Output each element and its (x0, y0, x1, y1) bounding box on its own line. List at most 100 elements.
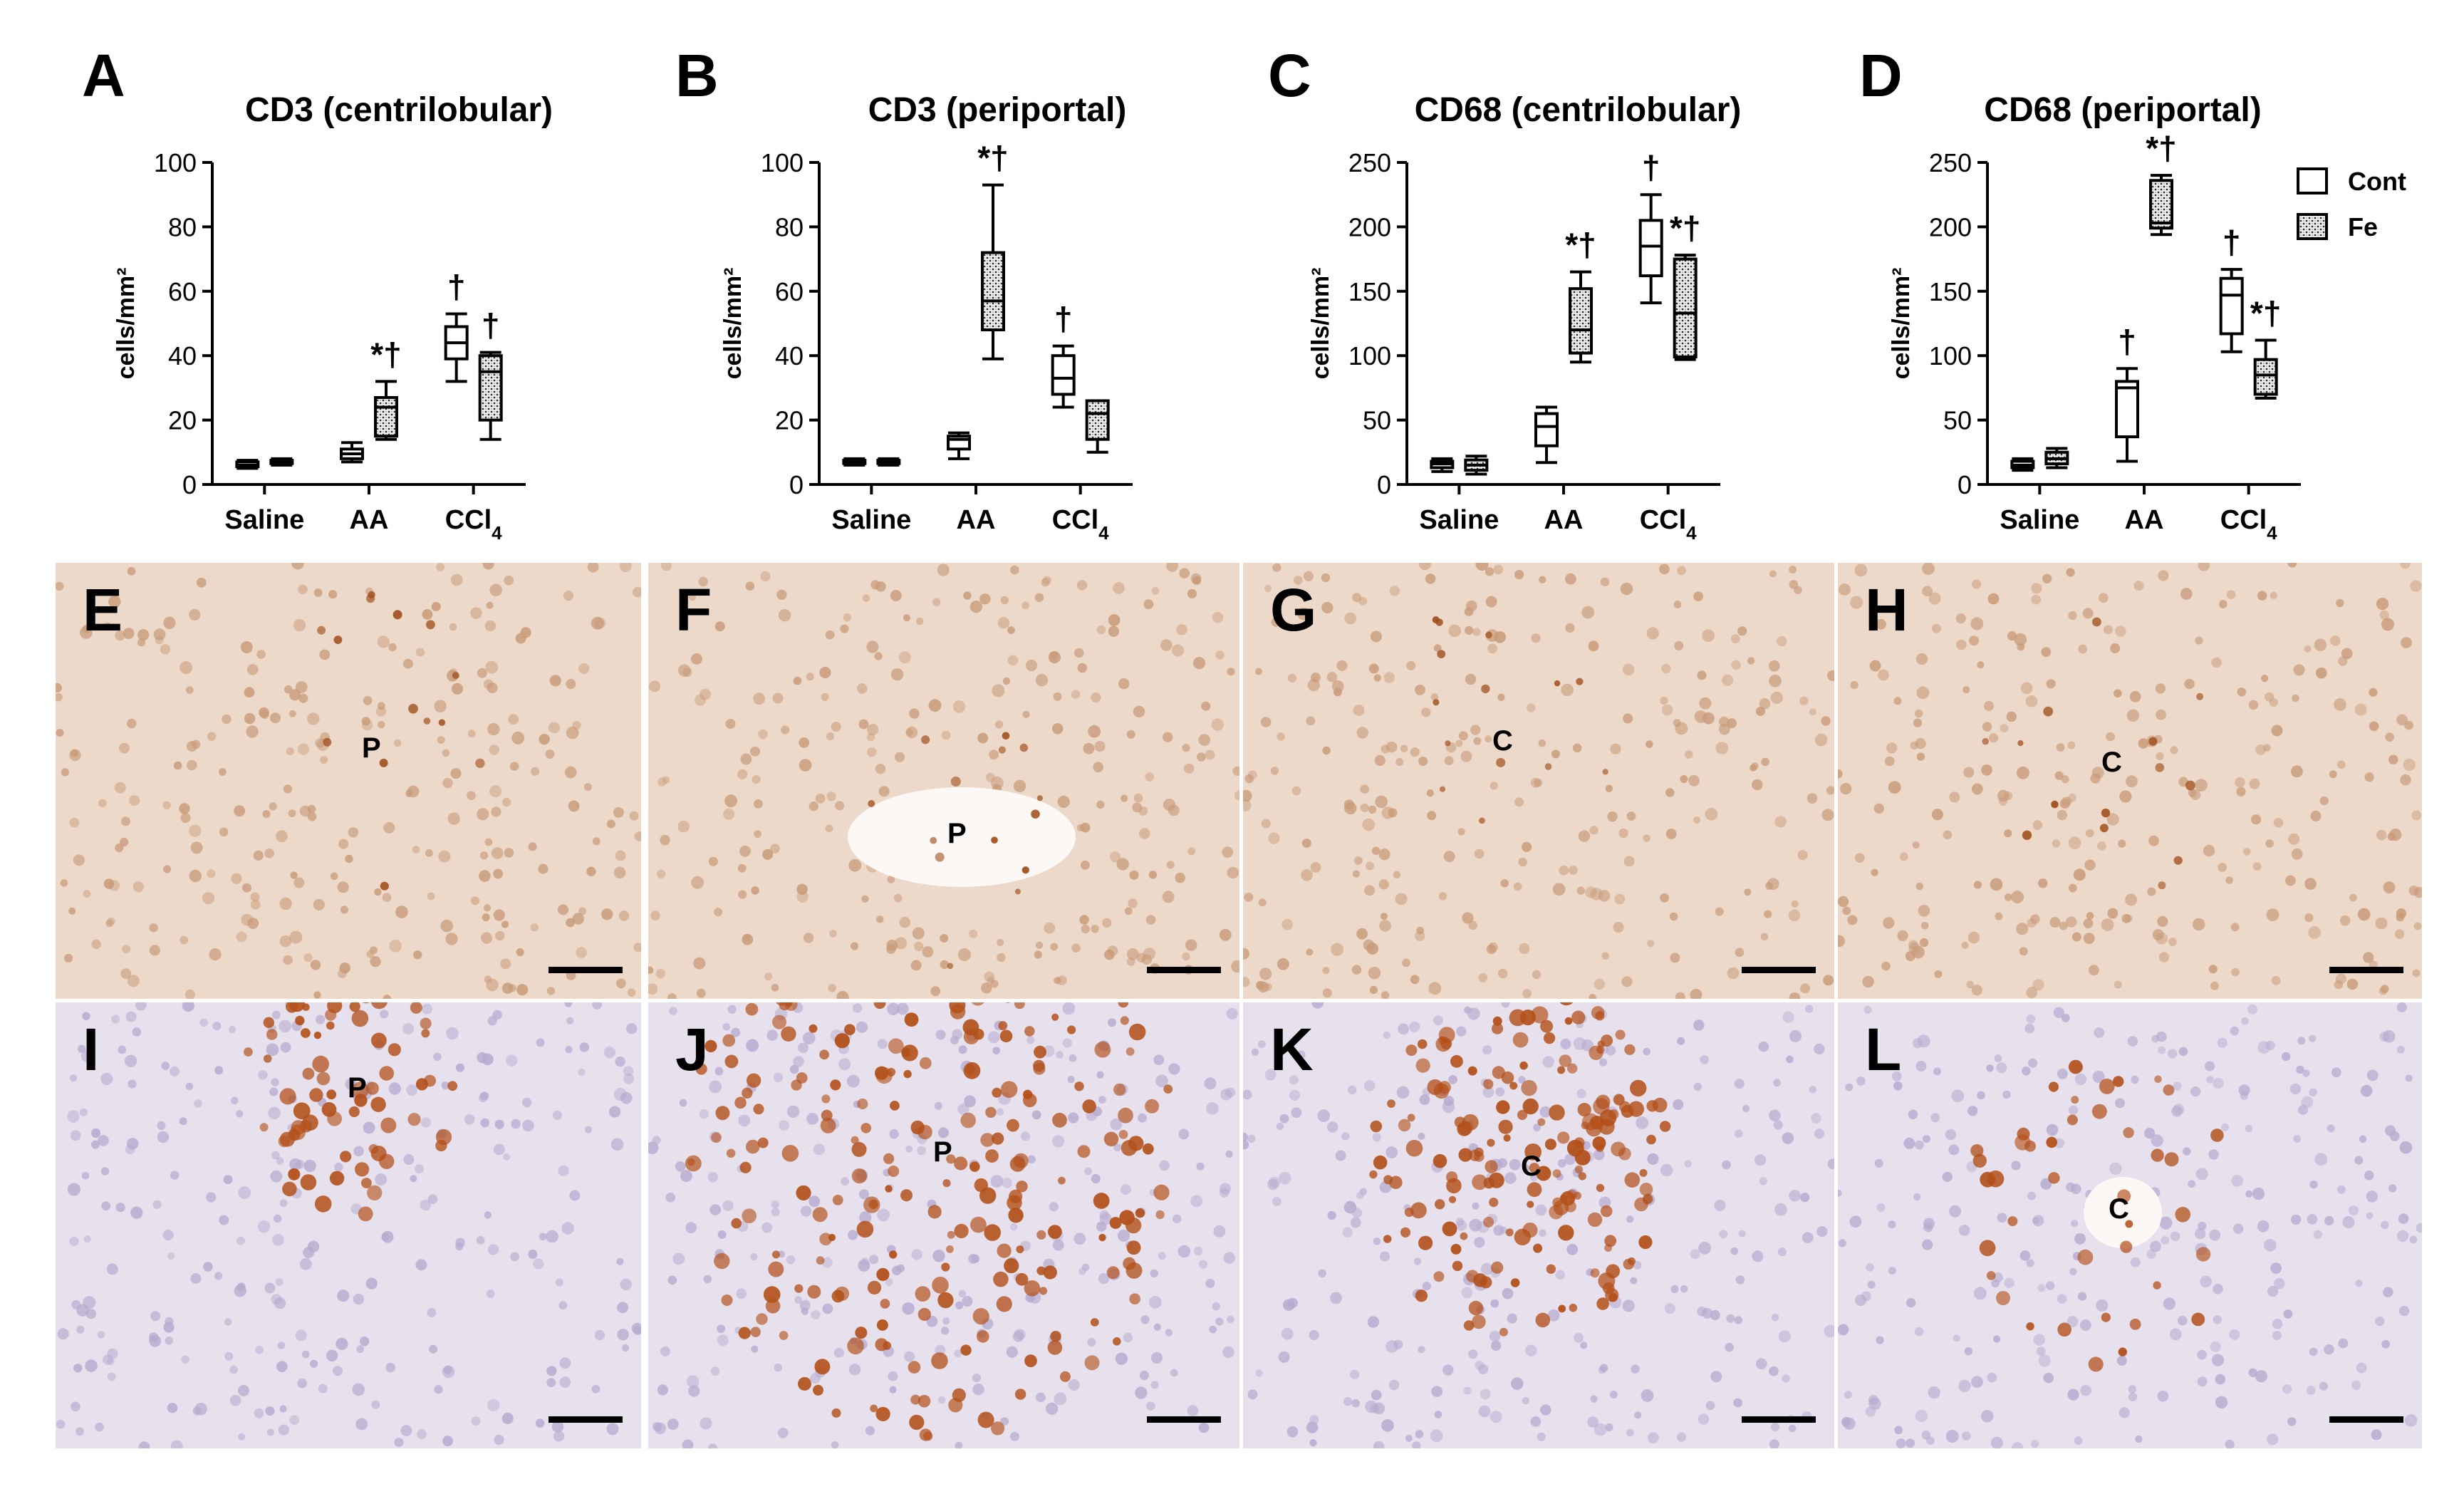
tissue-texture (1838, 563, 2422, 998)
scale-bar (1742, 967, 1816, 973)
y-tick-label: 150 (1929, 277, 1972, 306)
x-tick-label: Saline (224, 505, 304, 535)
y-tick-label: 40 (775, 341, 804, 370)
y-tick-label: 40 (168, 341, 197, 370)
tissue-texture (1243, 1002, 1834, 1448)
scale-bar (549, 967, 623, 973)
significance-marker: *† (370, 336, 401, 373)
micrograph-panel-letter: I (83, 1016, 100, 1083)
x-tick-label: Saline (831, 505, 911, 535)
y-tick-label: 100 (154, 148, 197, 177)
chart-panels: A CD3 (centrilobular) 0 20 40 60 80 100 cells/mm… (82, 42, 2301, 544)
x-tick-label: Saline (2000, 505, 2079, 535)
y-axis-label: cells/mm² (719, 268, 747, 380)
significance-marker: *† (1670, 209, 1700, 247)
micrograph-panel-letter: H (1865, 576, 1908, 643)
chart-panel-d: D CD68 (periportal) 0 50 100 150 200 250 cells/m… (1859, 42, 2301, 544)
x-tick-label: AA (2125, 505, 2164, 535)
box-fe (1673, 257, 1698, 359)
y-tick-label: 100 (1348, 341, 1391, 370)
vessel-region-label: C (1521, 1151, 1542, 1182)
box-fe (2149, 179, 2173, 230)
box-cont (1638, 219, 1663, 278)
scale-bar (2329, 1416, 2403, 1423)
y-tick-label: 150 (1348, 277, 1391, 306)
micrograph-panel-letter: E (83, 576, 123, 643)
vessel-region-label: P (933, 1136, 952, 1168)
y-tick-label: 250 (1348, 148, 1391, 177)
significance-marker: † (482, 307, 500, 344)
x-tick-label: CCl4 (2220, 505, 2277, 544)
chart-panel-b: B CD3 (periportal) 0 20 40 60 80 100 cells/mm² Sa… (675, 42, 1133, 544)
y-tick-label: 50 (1943, 406, 1972, 435)
chart-title: CD3 (centrilobular) (245, 91, 553, 129)
x-tick-label: Saline (1419, 505, 1499, 535)
y-tick-label: 0 (182, 470, 197, 499)
y-tick-label: 80 (775, 212, 804, 242)
y-tick-label: 0 (1377, 470, 1391, 499)
tissue-texture (648, 563, 1239, 999)
chart-legend: Cont Fe (2297, 167, 2406, 242)
y-tick-label: 80 (168, 212, 197, 242)
significance-marker: *† (977, 140, 1008, 177)
panel-letter: D (1859, 42, 1903, 109)
vessel-region-label: P (348, 1072, 367, 1104)
tissue-texture (56, 563, 641, 999)
vessel-region-label: C (2109, 1193, 2129, 1225)
y-tick-label: 20 (775, 406, 804, 435)
tissue-texture (1838, 1002, 2422, 1448)
scale-bar (1147, 1416, 1221, 1423)
x-tick-label: CCl4 (1640, 505, 1697, 544)
y-tick-label: 0 (789, 470, 804, 499)
tissue-texture (648, 1002, 1238, 1448)
y-tick-label: 250 (1929, 148, 1972, 177)
x-tick-label: CCl4 (445, 505, 502, 544)
box-fe (981, 251, 1005, 332)
y-axis-label: cells/mm² (1888, 268, 1915, 380)
x-tick-label: AA (957, 505, 996, 535)
scale-bar (549, 1416, 623, 1423)
x-tick-label: CCl4 (1052, 505, 1109, 544)
panel-letter: C (1268, 42, 1311, 109)
micrograph-panel-letter: G (1270, 576, 1317, 643)
y-tick-label: 200 (1348, 212, 1391, 242)
y-tick-label: 100 (1929, 341, 1972, 370)
micrograph-panel-letter: L (1865, 1016, 1902, 1083)
y-tick-label: 50 (1363, 406, 1391, 435)
x-tick-label: AA (350, 505, 389, 535)
tissue-texture (1243, 563, 1834, 999)
legend-label-fe: Fe (2348, 212, 2378, 242)
scale-bar (1742, 1416, 1816, 1423)
x-tick-label: AA (1544, 505, 1584, 535)
vessel-region-label: C (1492, 725, 1513, 757)
y-tick-label: 60 (168, 277, 197, 306)
box-cont (1534, 412, 1559, 447)
significance-marker: † (447, 268, 466, 305)
significance-marker: *† (2250, 295, 2281, 332)
legend-label-cont: Cont (2348, 167, 2406, 196)
y-tick-label: 100 (761, 148, 804, 177)
micrograph-panel-letter: K (1270, 1016, 1314, 1083)
box-fe (2253, 358, 2278, 396)
y-axis-label: cells/mm² (113, 268, 140, 380)
vessel-region-label: P (362, 732, 381, 764)
micrograph-panel-letter: F (675, 576, 712, 643)
significance-marker: *† (2146, 130, 2176, 167)
chart-title: CD3 (periportal) (868, 91, 1127, 129)
tissue-texture (56, 1002, 641, 1448)
y-tick-label: 200 (1929, 212, 1972, 242)
significance-marker: † (1054, 301, 1073, 338)
micrograph-panel-letter: J (675, 1016, 709, 1083)
panel-letter: B (675, 42, 719, 109)
significance-marker: *† (1565, 227, 1596, 264)
panel-letter: A (82, 42, 125, 109)
box-fe (478, 354, 503, 422)
vessel-region-label: C (2101, 747, 2122, 778)
